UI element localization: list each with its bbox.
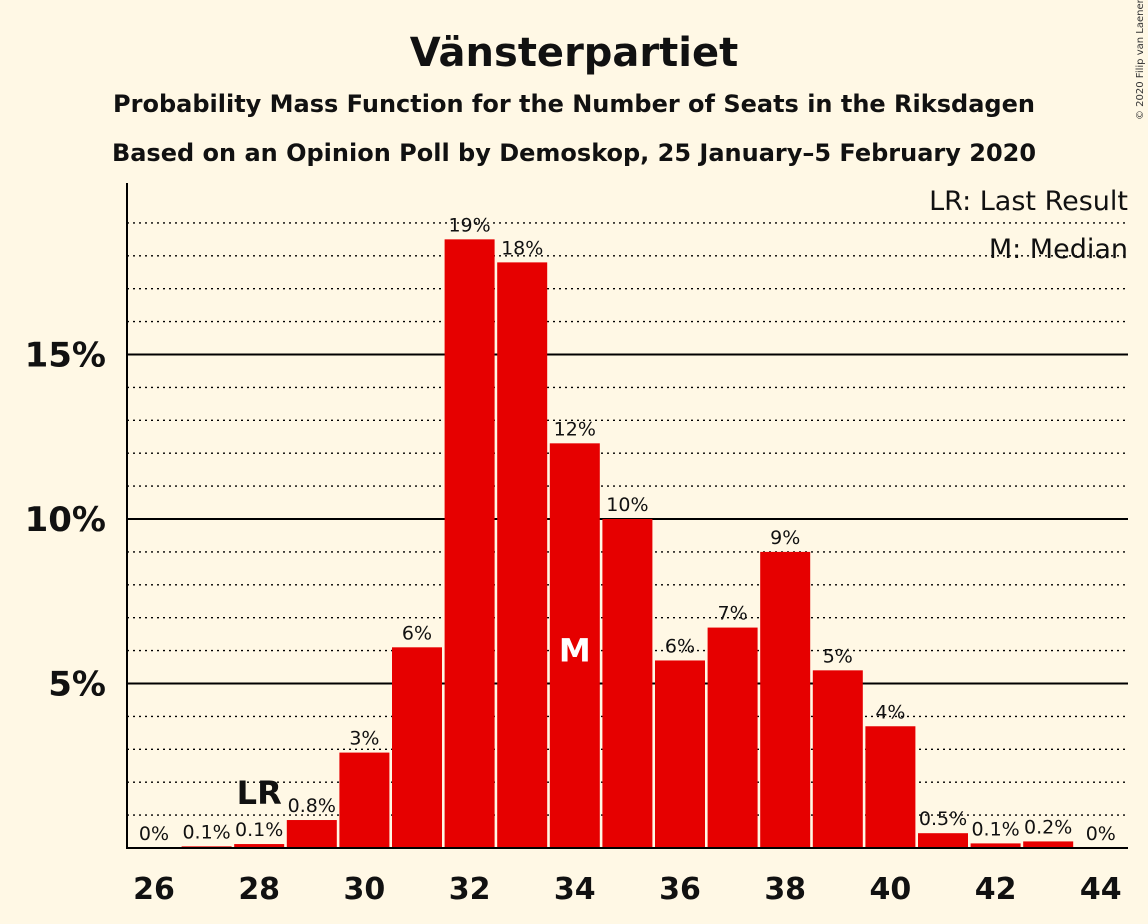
- data-label-seat-33: 18%: [501, 237, 543, 259]
- y-tick-label: 15%: [25, 336, 106, 376]
- bar-seat-41: [918, 833, 968, 848]
- data-label-seat-40: 4%: [875, 701, 905, 723]
- data-label-seat-42: 0.1%: [971, 818, 1019, 840]
- y-tick-label: 10%: [25, 500, 106, 540]
- bars: [181, 239, 1074, 849]
- x-tick-label: 26: [133, 872, 175, 907]
- x-tick-label: 38: [764, 872, 806, 907]
- data-label-seat-26: 0%: [139, 823, 169, 845]
- data-label-seat-43: 0.2%: [1024, 816, 1072, 838]
- x-tick-label: 32: [449, 872, 491, 907]
- last-result-marker: LR: [237, 774, 282, 812]
- x-tick-label: 42: [975, 872, 1017, 907]
- data-label-seat-34: 12%: [554, 418, 596, 440]
- bar-seat-42: [970, 843, 1021, 848]
- data-label-seat-44: 0%: [1086, 823, 1116, 845]
- data-label-seat-35: 10%: [606, 494, 648, 516]
- data-label-seat-27: 0.1%: [182, 821, 230, 843]
- x-tick-label: 44: [1080, 872, 1122, 907]
- copyright-notice: © 2020 Filip van Laenen: [1135, 0, 1146, 120]
- legend-last-result: LR: Last Result: [929, 186, 1128, 217]
- bar-seat-37: [707, 627, 758, 848]
- data-label-seat-31: 6%: [402, 622, 432, 644]
- data-label-seat-29: 0.8%: [288, 795, 336, 817]
- bar-seat-30: [339, 752, 390, 848]
- data-label-seat-36: 6%: [665, 635, 695, 657]
- median-marker: M: [559, 631, 591, 669]
- bar-seat-34: [549, 443, 600, 848]
- bar-seat-38: [760, 551, 811, 848]
- bar-seat-29: [286, 820, 337, 848]
- data-label-seat-39: 5%: [823, 645, 853, 667]
- y-axis-ticks: 5% 10% 15%: [25, 336, 106, 705]
- data-label-seat-41: 0.5%: [919, 808, 967, 830]
- data-label-seat-30: 3%: [349, 728, 379, 750]
- bar-seat-35: [602, 519, 653, 848]
- data-label-seat-37: 7%: [718, 603, 748, 625]
- bar-seat-40: [865, 726, 916, 848]
- data-label-seat-38: 9%: [770, 527, 800, 549]
- y-tick-label: 5%: [48, 665, 106, 705]
- x-axis-ticks: 26 28 30 32 34 36 38 40 42 44: [133, 872, 1122, 907]
- bar-seat-36: [655, 660, 705, 848]
- bar-seat-28: [234, 844, 285, 848]
- bar-seat-33: [497, 262, 548, 848]
- x-tick-label: 30: [344, 872, 386, 907]
- chart-title: Vänsterpartiet: [410, 30, 738, 76]
- x-tick-label: 28: [238, 872, 280, 907]
- data-label-seat-32: 19%: [448, 214, 490, 236]
- data-labels: 0% 0.1% 0.1%0.8%3%6%19%18%12%10%6%7%9%5%4%…: [139, 214, 1116, 845]
- x-tick-label: 34: [554, 872, 596, 907]
- bar-seat-43: [1023, 841, 1074, 848]
- markers: LR M: [237, 631, 591, 812]
- chart-subtitle: Probability Mass Function for the Number…: [113, 90, 1035, 118]
- chart-subtitle-poll: Based on an Opinion Poll by Demoskop, 25…: [112, 139, 1036, 167]
- x-tick-label: 36: [659, 872, 701, 907]
- legend-median: M: Median: [989, 234, 1128, 265]
- bar-seat-31: [392, 647, 442, 848]
- x-tick-label: 40: [870, 872, 912, 907]
- bar-seat-32: [444, 239, 495, 849]
- data-label-seat-28: 0.1%: [235, 819, 283, 841]
- bar-seat-39: [812, 670, 863, 848]
- grid-lines: [127, 222, 1128, 816]
